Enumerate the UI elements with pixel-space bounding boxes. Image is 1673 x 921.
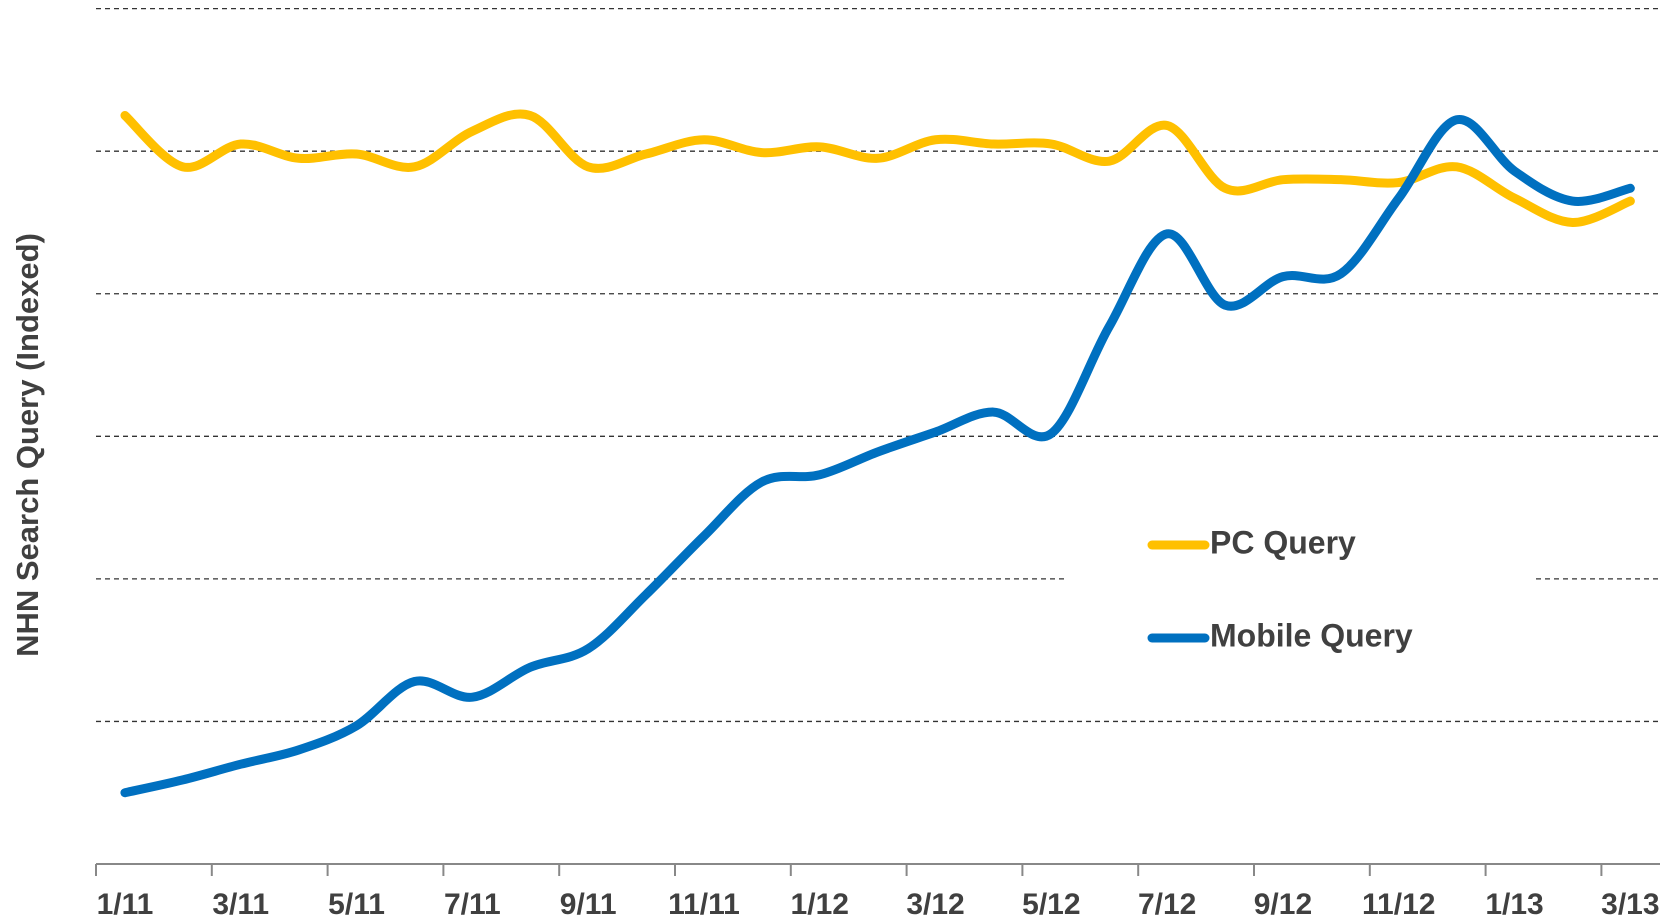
x-tick-label: 5/11 (328, 888, 385, 921)
x-tick-label: 3/13 (1601, 888, 1659, 921)
x-tick-label: 11/12 (1362, 888, 1435, 921)
x-tick-label: 7/12 (1138, 888, 1196, 921)
x-tick-label: 3/12 (906, 888, 964, 921)
legend-label: Mobile Query (1210, 617, 1413, 653)
legend-box (1065, 505, 1535, 685)
legend-label: PC Query (1210, 524, 1356, 560)
x-tick-label: 3/11 (212, 888, 269, 921)
series-line (120, 109, 1635, 227)
x-tick-label: 7/11 (444, 888, 501, 921)
x-tick-label: 1/11 (97, 888, 154, 921)
x-tick-label: 1/12 (791, 888, 849, 921)
x-tick-label: 1/13 (1485, 888, 1543, 921)
series-line (120, 115, 1635, 798)
x-tick-label: 9/11 (560, 888, 617, 921)
x-tick-label: 9/12 (1254, 888, 1312, 921)
x-tick-label: 11/11 (668, 888, 740, 921)
x-tick-label: 5/12 (1022, 888, 1080, 921)
y-axis-label: NHN Search Query (Indexed) (10, 233, 45, 657)
